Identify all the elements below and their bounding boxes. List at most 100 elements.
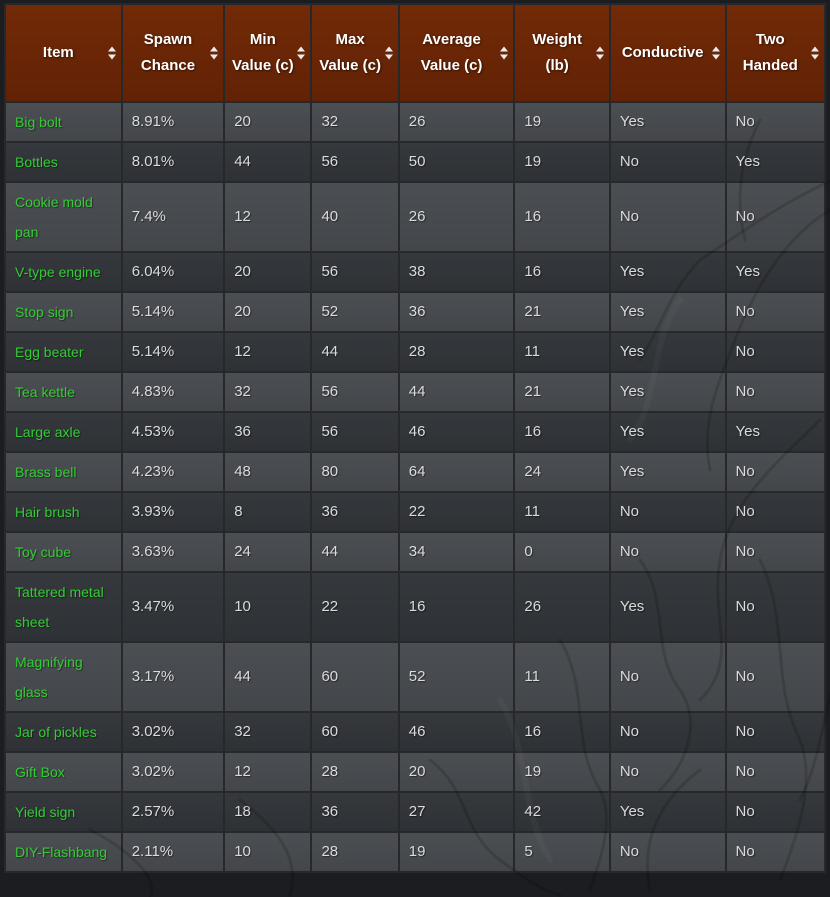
item-link[interactable]: Bottles [15,154,58,170]
cell-two-handed: No [724,641,826,713]
cell-two-handed: No [724,571,826,643]
cell-max-value: 60 [310,641,400,713]
cell-spawn-chance: 4.53% [120,411,226,453]
sort-icon [811,46,819,60]
cell-item: Large axle [4,411,123,453]
item-link[interactable]: V-type engine [15,264,101,280]
cell-conductive: No [608,711,727,753]
cell-average-value: 64 [397,451,516,493]
item-link[interactable]: DIY-Flashbang [15,844,108,860]
cell-max-value: 32 [310,101,400,143]
cell-item: Magnifying glass [4,641,123,713]
cell-spawn-chance: 4.83% [120,371,226,413]
cell-spawn-chance: 4.23% [120,451,226,493]
item-link[interactable]: Brass bell [15,464,77,480]
column-header-item[interactable]: Item [4,3,123,103]
item-link[interactable]: Big bolt [15,114,62,130]
column-header-max-value[interactable]: Max Value (c) [310,3,400,103]
table-row: Toy cube 3.63% 24 44 34 0 No No [4,531,826,573]
cell-weight: 11 [513,641,611,713]
item-link[interactable]: Stop sign [15,304,74,320]
item-link[interactable]: Tattered metal sheet [15,584,104,630]
column-header-spawn-chance[interactable]: Spawn Chance [120,3,226,103]
column-header-weight[interactable]: Weight (lb) [513,3,611,103]
cell-min-value: 24 [223,531,313,573]
cell-conductive: Yes [608,101,727,143]
cell-item: Toy cube [4,531,123,573]
table-row: DIY-Flashbang 2.11% 10 28 19 5 No No [4,831,826,873]
item-link[interactable]: Egg beater [15,344,84,360]
cell-spawn-chance: 3.17% [120,641,226,713]
cell-max-value: 56 [310,411,400,453]
cell-min-value: 8 [223,491,313,533]
cell-conductive: No [608,751,727,793]
column-header-min-value[interactable]: Min Value (c) [223,3,313,103]
item-link[interactable]: Magnifying glass [15,654,83,700]
cell-spawn-chance: 3.02% [120,711,226,753]
cell-two-handed: No [724,371,826,413]
cell-average-value: 52 [397,641,516,713]
cell-weight: 26 [513,571,611,643]
items-table-container: Item Spawn Chance Min Value (c) Max Valu… [4,3,826,873]
cell-average-value: 20 [397,751,516,793]
cell-spawn-chance: 6.04% [120,251,226,293]
cell-two-handed: No [724,291,826,333]
cell-min-value: 18 [223,791,313,833]
column-header-conductive[interactable]: Conductive [608,3,727,103]
cell-min-value: 12 [223,181,313,253]
cell-average-value: 50 [397,141,516,183]
cell-two-handed: Yes [724,411,826,453]
item-link[interactable]: Hair brush [15,504,80,520]
cell-min-value: 12 [223,331,313,373]
item-link[interactable]: Gift Box [15,764,65,780]
cell-two-handed: No [724,831,826,873]
cell-average-value: 26 [397,181,516,253]
cell-two-handed: No [724,101,826,143]
cell-two-handed: No [724,451,826,493]
cell-max-value: 36 [310,491,400,533]
cell-max-value: 56 [310,141,400,183]
column-header-average-value[interactable]: Average Value (c) [397,3,516,103]
cell-spawn-chance: 8.01% [120,141,226,183]
cell-weight: 24 [513,451,611,493]
cell-max-value: 80 [310,451,400,493]
cell-item: Jar of pickles [4,711,123,753]
cell-min-value: 10 [223,571,313,643]
cell-max-value: 56 [310,371,400,413]
cell-max-value: 60 [310,711,400,753]
table-body: Big bolt 8.91% 20 32 26 19 Yes No Bottles 8.01% 44… [4,101,826,873]
cell-max-value: 28 [310,831,400,873]
item-link[interactable]: Jar of pickles [15,724,97,740]
cell-max-value: 56 [310,251,400,293]
cell-max-value: 40 [310,181,400,253]
cell-weight: 42 [513,791,611,833]
table-row: Jar of pickles 3.02% 32 60 46 16 No No [4,711,826,753]
table-row: Tea kettle 4.83% 32 56 44 21 Yes No [4,371,826,413]
cell-spawn-chance: 2.11% [120,831,226,873]
item-link[interactable]: Toy cube [15,544,72,560]
cell-two-handed: No [724,331,826,373]
cell-conductive: Yes [608,451,727,493]
cell-spawn-chance: 5.14% [120,291,226,333]
cell-spawn-chance: 3.63% [120,531,226,573]
item-link[interactable]: Tea kettle [15,384,75,400]
item-link[interactable]: Large axle [15,424,81,440]
cell-spawn-chance: 2.57% [120,791,226,833]
item-link[interactable]: Cookie mold pan [15,194,93,240]
cell-item: Cookie mold pan [4,181,123,253]
table-header: Item Spawn Chance Min Value (c) Max Valu… [4,3,826,103]
column-header-two-handed[interactable]: Two Handed [724,3,826,103]
column-label-two-handed: Two Handed [742,30,798,74]
cell-spawn-chance: 3.47% [120,571,226,643]
cell-item: DIY-Flashbang [4,831,123,873]
cell-item: V-type engine [4,251,123,293]
cell-min-value: 20 [223,291,313,333]
cell-two-handed: Yes [724,251,826,293]
cell-max-value: 52 [310,291,400,333]
item-link[interactable]: Yield sign [15,804,76,820]
cell-min-value: 20 [223,101,313,143]
cell-conductive: No [608,181,727,253]
cell-item: Tea kettle [4,371,123,413]
cell-min-value: 12 [223,751,313,793]
cell-item: Yield sign [4,791,123,833]
